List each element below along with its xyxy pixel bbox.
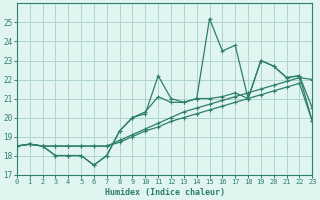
- X-axis label: Humidex (Indice chaleur): Humidex (Indice chaleur): [105, 188, 225, 197]
